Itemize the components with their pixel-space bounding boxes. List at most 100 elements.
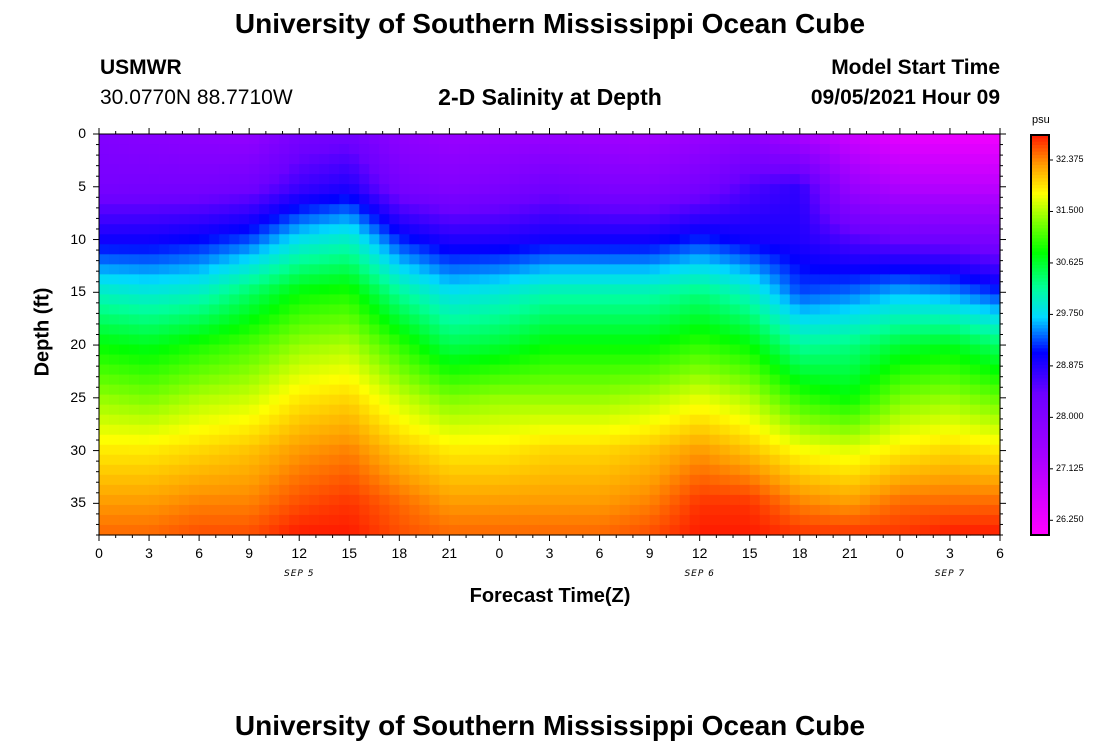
heatmap-cell	[279, 354, 290, 366]
heatmap-cell	[669, 464, 681, 476]
heatmap-cell	[659, 144, 671, 155]
heatmap-cell	[179, 404, 190, 416]
heatmap-cell	[99, 454, 110, 466]
heatmap-cell	[209, 424, 220, 436]
heatmap-cell	[379, 424, 390, 436]
heatmap-cell	[269, 374, 280, 386]
heatmap-cell	[779, 314, 791, 326]
heatmap-cell	[379, 514, 390, 526]
heatmap-cell	[399, 204, 410, 215]
heatmap-cell	[809, 204, 821, 215]
heatmap-cell	[739, 334, 751, 346]
heatmap-cell	[699, 394, 711, 406]
heatmap-cell	[709, 184, 721, 195]
colorbar-swatch	[1031, 228, 1049, 233]
heatmap-cell	[99, 184, 110, 195]
heatmap-cell	[649, 164, 661, 175]
heatmap-cell	[99, 434, 110, 446]
heatmap-cell	[259, 474, 270, 486]
heatmap-cell	[839, 524, 851, 536]
heatmap-cell	[589, 424, 601, 436]
heatmap-cell	[689, 384, 701, 396]
colorbar-swatch	[1031, 415, 1049, 419]
heatmap-cell	[839, 354, 851, 366]
heatmap-cell	[109, 314, 120, 326]
heatmap-cell	[179, 414, 190, 426]
heatmap-cell	[149, 344, 160, 356]
heatmap-cell	[929, 164, 941, 175]
heatmap-cell	[159, 284, 170, 296]
heatmap-cell	[289, 194, 300, 205]
heatmap-cell	[559, 184, 571, 195]
heatmap-cell	[379, 234, 390, 245]
heatmap-cell	[319, 214, 330, 225]
heatmap-cell	[419, 264, 430, 275]
heatmap-cell	[239, 474, 250, 486]
heatmap-cell	[269, 514, 280, 526]
colorbar-swatch	[1031, 181, 1049, 186]
heatmap-cell	[259, 324, 270, 336]
heatmap-cell	[389, 444, 400, 456]
heatmap-cell	[859, 154, 871, 165]
heatmap-cell	[749, 134, 761, 145]
heatmap-cell	[689, 434, 701, 446]
heatmap-cell	[299, 184, 310, 195]
heatmap-cell	[99, 394, 110, 406]
heatmap-cell	[989, 294, 1001, 306]
heatmap-cell	[979, 364, 991, 376]
page-title: University of Southern Mississippi Ocean…	[234, 8, 866, 39]
heatmap-cell	[909, 324, 921, 336]
heatmap-cell	[639, 474, 651, 486]
heatmap-cell	[779, 444, 791, 456]
heatmap-cell	[469, 134, 481, 145]
heatmap-cell	[979, 324, 991, 336]
heatmap-cell	[519, 494, 531, 506]
heatmap-cell	[779, 174, 791, 185]
heatmap-cell	[239, 334, 250, 346]
heatmap-cell	[379, 504, 390, 516]
heatmap-cell	[849, 284, 861, 296]
heatmap-cell	[379, 414, 390, 426]
colorbar-swatch	[1031, 481, 1049, 486]
heatmap-cell	[409, 264, 420, 275]
heatmap-cell	[779, 204, 791, 215]
heatmap-cell	[649, 184, 661, 195]
colorbar-swatch	[1031, 258, 1049, 263]
heatmap-cell	[469, 244, 481, 255]
heatmap-cell	[699, 384, 711, 396]
heatmap-cell	[419, 134, 430, 145]
heatmap-cell	[919, 464, 931, 476]
heatmap-cell	[719, 264, 731, 275]
heatmap-cell	[189, 444, 200, 456]
heatmap-cell	[279, 224, 290, 235]
heatmap-cell	[309, 474, 320, 486]
heatmap-cell	[199, 234, 210, 245]
heatmap-cell	[919, 254, 931, 265]
heatmap-cell	[489, 204, 501, 215]
heatmap-cell	[369, 384, 380, 396]
heatmap-cell	[149, 444, 160, 456]
heatmap-cell	[169, 254, 180, 265]
heatmap-cell	[289, 254, 300, 265]
heatmap-cell	[869, 274, 881, 285]
heatmap-cell	[189, 514, 200, 526]
heatmap-cell	[329, 144, 340, 155]
heatmap-cell	[539, 184, 551, 195]
heatmap-cell	[509, 384, 521, 396]
heatmap-cell	[789, 264, 801, 275]
heatmap-cell	[579, 464, 591, 476]
heatmap-cell	[649, 234, 661, 245]
heatmap-cell	[219, 174, 230, 185]
heatmap-cell	[149, 154, 160, 165]
heatmap-cell	[939, 304, 951, 316]
heatmap-cell	[599, 224, 611, 235]
heatmap-cell	[119, 144, 130, 155]
heatmap-cell	[129, 514, 140, 526]
heatmap-cell	[939, 144, 951, 155]
heatmap-cell	[719, 214, 731, 225]
heatmap-cell	[249, 524, 260, 536]
heatmap-cell	[969, 394, 981, 406]
heatmap-cell	[629, 214, 641, 225]
heatmap-cell	[939, 434, 951, 446]
heatmap-cell	[119, 184, 130, 195]
